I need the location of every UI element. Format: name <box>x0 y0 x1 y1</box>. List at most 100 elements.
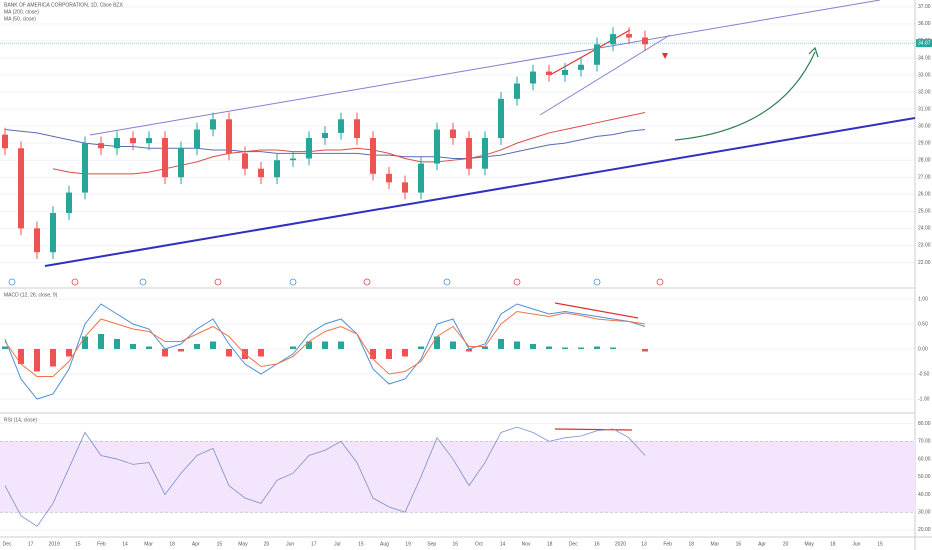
candle-body <box>322 132 328 139</box>
x-tick-label: 13 <box>641 541 647 547</box>
x-tick-label: Feb <box>97 541 106 547</box>
candle-body <box>466 138 472 169</box>
y-tick-label: 32.00 <box>918 89 931 95</box>
y-tick-label: 30.00 <box>918 123 931 129</box>
y-tick-label: 0.50 <box>918 321 928 327</box>
candle-body <box>338 119 344 133</box>
histogram-bar <box>130 344 136 349</box>
x-tick-label: 18 <box>169 541 175 547</box>
histogram-bar <box>546 346 552 349</box>
y-tick-label: 1.00 <box>918 296 928 302</box>
x-tick-label: Jun <box>286 541 294 547</box>
histogram-bar <box>434 336 440 349</box>
histogram-bar <box>306 341 312 349</box>
candle-body <box>354 119 360 139</box>
x-tick-label: 18 <box>688 541 694 547</box>
x-tick-label: 15 <box>217 541 223 547</box>
y-tick-label: 80.00 <box>918 421 931 427</box>
histogram-bar <box>162 349 168 357</box>
y-tick-label: 20.00 <box>918 527 931 533</box>
projection-arrow <box>674 51 816 141</box>
candle-body <box>146 138 152 144</box>
histogram-bar <box>178 349 184 352</box>
histogram-bar <box>82 336 88 349</box>
x-tick-label: 16 <box>736 541 742 547</box>
indicator-line <box>4 426 646 527</box>
last-price-tag <box>916 39 932 48</box>
x-tick-label: Apr <box>758 541 766 547</box>
candle-body <box>290 158 296 161</box>
candle-body <box>18 148 24 229</box>
y-tick-label: 60.00 <box>918 456 931 462</box>
indicator-line <box>52 111 646 175</box>
indicator-line <box>4 303 646 400</box>
candle-body <box>386 173 392 183</box>
histogram-bar <box>98 334 104 349</box>
candle-body <box>306 138 312 159</box>
down-arrow <box>662 53 668 59</box>
candle-body <box>530 71 536 84</box>
candle-body <box>274 160 280 178</box>
histogram-bar <box>466 349 472 352</box>
histogram-bar <box>50 349 56 367</box>
x-tick-label: Mar <box>144 541 153 547</box>
candle-body <box>546 71 552 75</box>
histogram-bar <box>66 349 72 357</box>
x-tick-label: May <box>238 541 248 547</box>
histogram-bar <box>562 347 568 349</box>
trendline <box>44 117 916 267</box>
histogram-bar <box>402 349 408 357</box>
pane-title: RSI (14, close) <box>4 417 37 423</box>
candle-body <box>194 129 200 149</box>
histogram-bar <box>210 341 216 349</box>
candle-body <box>2 134 8 149</box>
indicator-line <box>4 310 646 377</box>
y-tick-label: -0.50 <box>918 371 930 377</box>
rsi-band <box>0 441 915 513</box>
histogram-bar <box>610 347 616 349</box>
x-tick-label: 14 <box>122 541 128 547</box>
histogram-bar <box>34 349 40 372</box>
candle-body <box>98 143 104 149</box>
y-tick-label: 0.00 <box>918 346 928 352</box>
event-markers <box>8 278 664 286</box>
x-tick-label: 2020 <box>615 541 626 547</box>
legend-entry: MA (50, close) <box>4 16 36 22</box>
x-tick-label: Oct <box>475 541 483 547</box>
candle-body <box>418 163 424 193</box>
candle-body <box>482 138 488 169</box>
x-tick-label: 2019 <box>49 541 60 547</box>
histogram-bar <box>642 349 648 352</box>
histogram-bar <box>370 349 376 359</box>
histogram-bar <box>338 341 344 349</box>
x-tick-label: 15 <box>358 541 364 547</box>
histogram-bar <box>290 346 296 349</box>
y-tick-label: 30.00 <box>918 510 931 516</box>
pane-title: MACD (12, 26, close, 9) <box>4 292 58 298</box>
x-tick-label: 17 <box>311 541 317 547</box>
histogram-bar <box>322 341 328 349</box>
x-tick-label: 16 <box>453 541 459 547</box>
x-tick-label: Aug <box>380 541 389 547</box>
candle-body <box>130 138 136 144</box>
divergence-line <box>554 302 639 319</box>
candle-body <box>50 213 56 253</box>
histogram-bar <box>226 349 232 357</box>
x-tick-label: Feb <box>663 541 672 547</box>
y-tick-label: 25.00 <box>918 209 931 215</box>
x-tick-label: 15 <box>75 541 81 547</box>
candle-body <box>578 64 584 70</box>
x-tick-label: Sep <box>427 541 436 547</box>
trendline <box>539 34 671 116</box>
histogram-bar <box>146 346 152 349</box>
candle-body <box>178 148 184 178</box>
candle-body <box>642 37 648 45</box>
y-tick-label: 40.00 <box>918 492 931 498</box>
y-tick-label: 24.00 <box>918 226 931 232</box>
candle-body <box>370 138 376 174</box>
y-tick-label: 31.00 <box>918 106 931 112</box>
x-tick-label: 16 <box>594 541 600 547</box>
candle-body <box>258 168 264 178</box>
candle-body <box>162 138 168 178</box>
x-tick-label: Apr <box>192 541 200 547</box>
